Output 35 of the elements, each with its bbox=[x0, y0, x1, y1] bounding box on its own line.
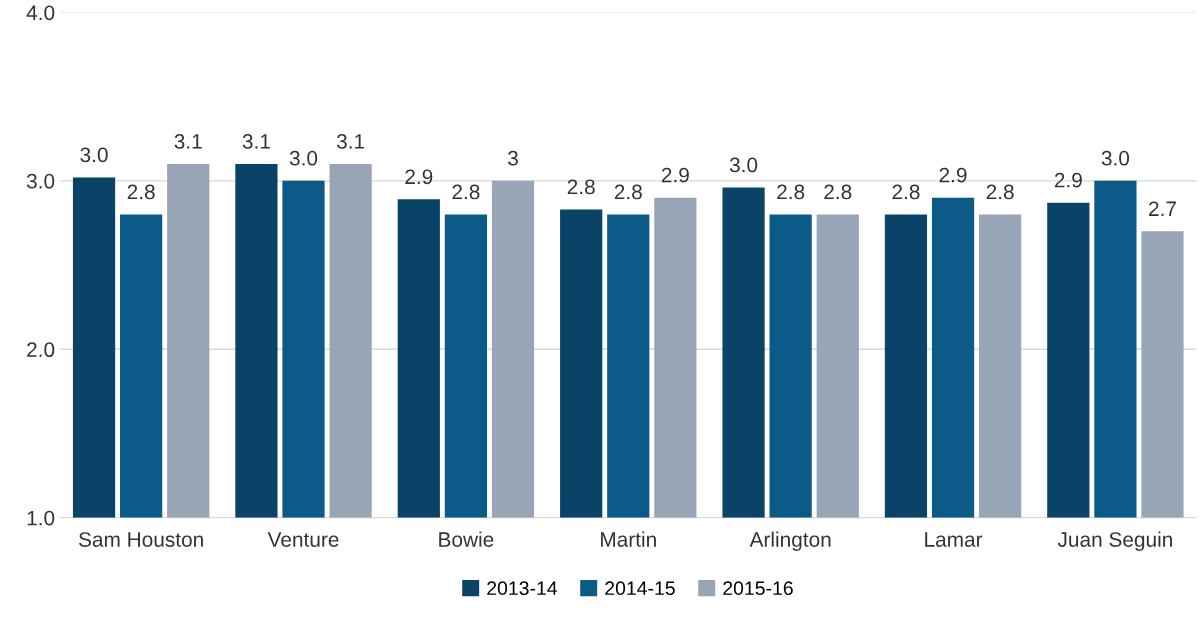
data-label: 3.0 bbox=[80, 147, 108, 163]
x-tick-label: Juan Seguin bbox=[1057, 531, 1172, 552]
y-tick-label: 3.0 bbox=[26, 173, 55, 189]
data-label: 2.9 bbox=[661, 167, 689, 183]
x-tick-label: Bowie bbox=[439, 531, 494, 547]
data-label: 3.1 bbox=[336, 134, 365, 149]
x-tick-label: Venture bbox=[267, 532, 339, 547]
data-label: 2.9 bbox=[939, 167, 967, 183]
x-tick-label: Sam Houston bbox=[78, 532, 203, 547]
data-label: 3.0 bbox=[729, 157, 758, 173]
data-label: 3.1 bbox=[242, 134, 270, 149]
data-label: 2.8 bbox=[127, 184, 155, 200]
x-tick-label: Martin bbox=[601, 531, 656, 547]
data-label: 2.9 bbox=[405, 169, 433, 185]
data-label: 3.0 bbox=[1101, 150, 1130, 166]
legend-label: 2014-15 bbox=[605, 581, 675, 596]
data-label: 2.8 bbox=[614, 184, 642, 200]
data-label: 3.1 bbox=[174, 134, 202, 149]
data-label: 2.8 bbox=[892, 184, 920, 200]
x-tick-label: Arlington bbox=[749, 531, 831, 552]
data-label: 2.8 bbox=[824, 184, 852, 200]
data-label: 2.8 bbox=[567, 179, 595, 195]
legend-label: 2013-14 bbox=[487, 581, 558, 596]
x-tick-label: Lamar bbox=[925, 532, 983, 547]
data-label: 2.8 bbox=[986, 184, 1014, 200]
legend-label: 2015-16 bbox=[723, 581, 793, 596]
y-tick-label: 4.0 bbox=[26, 5, 55, 21]
data-label: 2.9 bbox=[1054, 172, 1082, 188]
data-label: 2.8 bbox=[452, 184, 480, 200]
y-tick-label: 2.0 bbox=[27, 342, 55, 358]
y-tick-label: 1.0 bbox=[27, 510, 55, 526]
data-label: 2.8 bbox=[777, 184, 805, 200]
data-label: 2.7 bbox=[1149, 201, 1176, 216]
data-label: 3 bbox=[507, 150, 518, 166]
data-label: 3.0 bbox=[289, 150, 318, 166]
